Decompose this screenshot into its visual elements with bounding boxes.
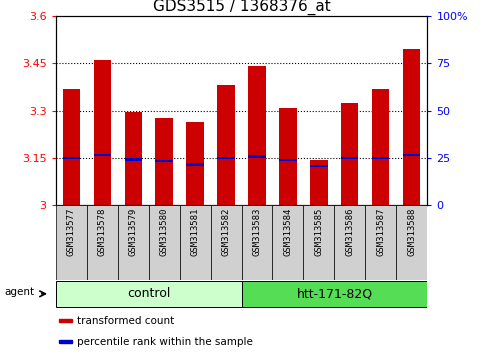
- Bar: [59, 319, 71, 322]
- Text: percentile rank within the sample: percentile rank within the sample: [77, 337, 253, 347]
- Text: GSM313588: GSM313588: [408, 207, 416, 256]
- Text: transformed count: transformed count: [77, 316, 174, 326]
- Text: GSM313578: GSM313578: [98, 207, 107, 256]
- Bar: [242, 281, 427, 307]
- Text: GSM313582: GSM313582: [222, 207, 230, 256]
- Bar: [156, 160, 172, 162]
- Text: GSM313587: GSM313587: [376, 207, 385, 256]
- Text: htt-171-82Q: htt-171-82Q: [297, 287, 372, 300]
- Bar: [149, 205, 180, 280]
- Bar: [280, 159, 297, 161]
- Bar: [403, 154, 421, 156]
- Bar: [117, 205, 149, 280]
- Bar: [125, 112, 142, 205]
- Bar: [311, 165, 327, 167]
- Text: control: control: [127, 287, 170, 300]
- Bar: [303, 205, 334, 280]
- Bar: [242, 205, 272, 280]
- Bar: [248, 67, 266, 205]
- Text: GSM313586: GSM313586: [345, 207, 355, 256]
- Bar: [248, 155, 266, 158]
- Bar: [186, 122, 203, 205]
- Bar: [341, 103, 358, 205]
- Bar: [56, 205, 86, 280]
- Bar: [211, 205, 242, 280]
- Bar: [56, 281, 242, 307]
- Bar: [86, 205, 117, 280]
- Bar: [59, 340, 71, 343]
- Bar: [125, 158, 142, 161]
- Text: GSM313584: GSM313584: [284, 207, 293, 256]
- Bar: [217, 157, 235, 159]
- Bar: [156, 118, 172, 205]
- Bar: [334, 205, 366, 280]
- Bar: [94, 60, 111, 205]
- Text: GSM313581: GSM313581: [190, 207, 199, 256]
- Bar: [403, 49, 421, 205]
- Bar: [62, 88, 80, 205]
- Bar: [272, 205, 303, 280]
- Text: GSM313577: GSM313577: [67, 207, 75, 256]
- Bar: [372, 157, 389, 159]
- Text: GSM313583: GSM313583: [253, 207, 261, 256]
- Bar: [217, 85, 235, 205]
- Bar: [372, 88, 389, 205]
- Text: agent: agent: [4, 287, 35, 297]
- Bar: [280, 108, 297, 205]
- Bar: [62, 157, 80, 159]
- Bar: [341, 157, 358, 159]
- Bar: [311, 160, 327, 205]
- Bar: [94, 154, 111, 156]
- Title: GDS3515 / 1368376_at: GDS3515 / 1368376_at: [153, 0, 330, 15]
- Bar: [186, 163, 203, 166]
- Bar: [397, 205, 427, 280]
- Bar: [366, 205, 397, 280]
- Text: GSM313585: GSM313585: [314, 207, 324, 256]
- Text: GSM313579: GSM313579: [128, 207, 138, 256]
- Bar: [180, 205, 211, 280]
- Text: GSM313580: GSM313580: [159, 207, 169, 256]
